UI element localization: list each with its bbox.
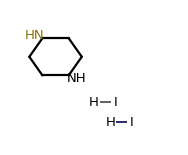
Text: NH: NH: [67, 72, 86, 85]
Text: H: H: [89, 96, 99, 109]
Text: I: I: [114, 96, 118, 109]
Text: H: H: [105, 116, 115, 129]
Text: HN: HN: [25, 29, 44, 42]
Text: I: I: [130, 116, 134, 129]
